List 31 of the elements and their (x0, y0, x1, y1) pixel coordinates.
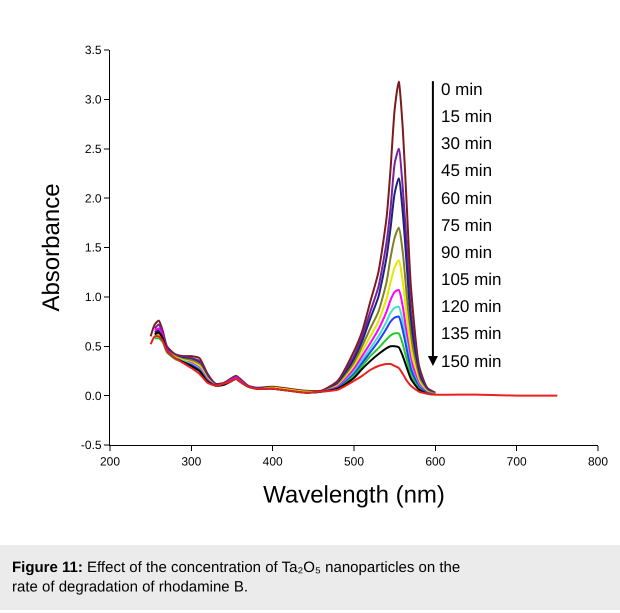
line-series (150, 80, 436, 394)
y-tick-label: 3.5 (84, 43, 102, 58)
y-tick-label: 2.0 (84, 191, 102, 206)
y-tick-label: 1.0 (84, 290, 102, 304)
x-tick-label: 300 (181, 454, 202, 468)
x-axis-title: Wavelength (nm) (263, 482, 445, 509)
y-tick-label: 3.0 (84, 92, 102, 107)
annotation: 0 min (441, 80, 483, 99)
x-tick-label: 800 (588, 454, 608, 468)
annotation: 60 min (441, 189, 492, 208)
caption: Figure 11: Effect of the concentration of Ta₂O₅ nanoparticles on the rate of degradation of rhodamine B. (12, 559, 460, 596)
x-tick-label: 400 (262, 454, 283, 468)
y-tick-label: 0.5 (84, 339, 102, 354)
x-tick-label: 500 (344, 454, 364, 468)
annotation: 30 min (441, 134, 492, 153)
x-tick-label: 200 (100, 454, 120, 468)
y-tick-label: 1.5 (84, 240, 102, 255)
annotation: 150 min (441, 352, 502, 371)
annotation: 90 min (441, 243, 492, 262)
annotation: 45 min (441, 161, 492, 180)
annotation: 105 min (441, 270, 502, 289)
annotation: 135 min (441, 324, 502, 343)
x-tick-label: 700 (506, 454, 527, 468)
annotation: 15 min (441, 107, 492, 126)
y-tick-label: 2.5 (84, 142, 102, 156)
y-axis-title: Absorbance (38, 183, 66, 312)
annotation: 75 min (441, 216, 492, 235)
y-tick-label: -0.5 (80, 438, 102, 452)
annotation: 120 min (441, 297, 502, 316)
x-tick-label: 600 (425, 454, 446, 468)
y-tick-label: 0.0 (84, 388, 102, 403)
